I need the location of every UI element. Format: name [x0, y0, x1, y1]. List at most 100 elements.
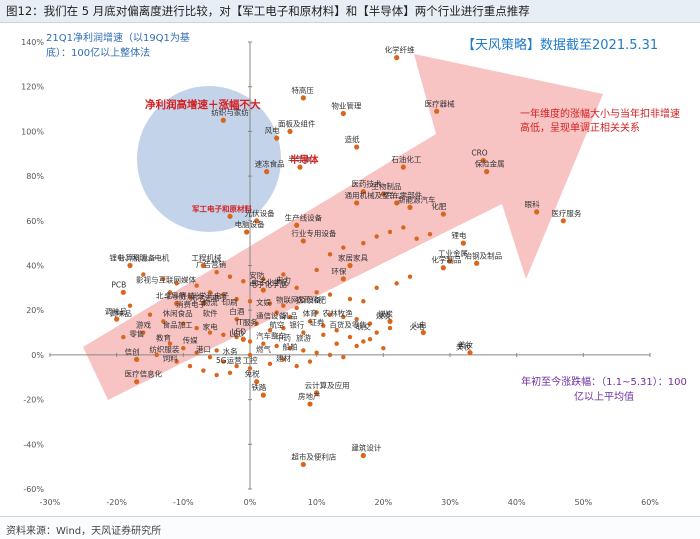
scatter-point	[227, 274, 233, 279]
point-label: 煤炭	[376, 310, 391, 320]
point-label: 电力	[276, 275, 291, 285]
point-label: 工控	[243, 355, 258, 365]
point-label: 证券	[309, 317, 324, 327]
point-label: 白酒	[229, 306, 244, 316]
scatter-point	[254, 379, 260, 385]
scatter-point	[221, 359, 226, 364]
scatter-point	[207, 330, 213, 335]
scatter-point	[374, 285, 379, 291]
point-label: 煤炭	[378, 308, 393, 318]
scatter-point	[281, 272, 286, 277]
scatter-point	[281, 325, 286, 331]
scatter-chart: -30% -20% -10% 0% 10% 20% 30% 40% 50% 60% -60% -40%…	[21, 38, 659, 507]
scatter-point	[387, 325, 393, 331]
scatter-point	[314, 290, 319, 295]
scatter-point	[314, 310, 319, 315]
point-label: 工业金属	[438, 248, 468, 258]
scatter-point	[414, 236, 419, 241]
scatter-point	[264, 169, 270, 175]
focus-bubble	[137, 86, 281, 232]
point-label: 船舶	[283, 342, 298, 352]
point-label: 通信设备	[256, 310, 286, 320]
point-label: 旅游	[296, 333, 311, 343]
scatter-point	[274, 135, 280, 141]
scatter-point	[294, 285, 299, 291]
point-label: 5G运营	[216, 355, 242, 365]
point-label: 造纸	[345, 134, 360, 144]
scatter-point	[261, 341, 266, 346]
x-tick-label: 20%	[374, 498, 392, 507]
point-label: 光学光电子	[191, 290, 229, 300]
scatter-point	[380, 191, 386, 197]
scatter-point	[394, 55, 400, 61]
scatter-point	[161, 319, 166, 324]
scatter-point	[327, 252, 333, 257]
scatter-point	[221, 332, 226, 337]
scatter-point	[120, 289, 126, 295]
scatter-point	[307, 401, 313, 407]
scatter-point	[240, 336, 246, 342]
scatter-point	[201, 368, 206, 373]
background-point-layer	[121, 225, 433, 378]
scatter-point	[361, 299, 366, 304]
scatter-point	[234, 296, 239, 302]
scatter-point	[274, 310, 279, 315]
point-label: 火电	[411, 320, 426, 330]
y-tick-label: 0%	[31, 351, 44, 360]
point-label: 计算机设备	[118, 253, 156, 263]
point-label: 云计算及应用	[305, 380, 350, 390]
point-label: 超市及便利店	[291, 451, 336, 461]
point-label: 医疗器械	[425, 98, 455, 108]
scatter-point	[381, 345, 386, 351]
scatter-point	[301, 348, 306, 353]
scatter-point	[281, 357, 286, 362]
point-label: 化学制品	[431, 255, 461, 265]
point-label: 特高压	[291, 85, 314, 95]
point-label: 汽车整车	[256, 330, 286, 340]
scatter-point	[187, 294, 193, 299]
point-label: 医疗服务	[551, 208, 581, 218]
scatter-point	[141, 272, 146, 277]
scatter-point	[394, 281, 399, 286]
scatter-point	[247, 352, 253, 358]
point-label: 保险金属	[475, 159, 505, 169]
scatter-point	[341, 354, 346, 360]
scatter-point	[341, 314, 346, 320]
scatter-point	[334, 341, 339, 346]
point-label: 冶钢及制品	[465, 250, 503, 260]
y-tick-label: 120%	[21, 83, 44, 92]
point-label: 免税	[245, 369, 260, 379]
point-label: 电子化学品	[249, 279, 286, 289]
point-label: 家电	[203, 322, 218, 332]
point-label: 锂电	[451, 230, 466, 240]
point-label: LED	[229, 329, 244, 338]
point-label: 信创	[125, 346, 140, 356]
x-tick-label: 40%	[508, 498, 526, 507]
point-label: LED	[231, 327, 246, 336]
scatter-point	[267, 301, 273, 306]
point-label: 生产线设备	[285, 212, 323, 222]
scatter-point	[354, 200, 360, 206]
x-tick-label: -30%	[40, 498, 61, 507]
point-label: 印刷	[223, 298, 238, 307]
point-label: 环保	[331, 267, 346, 276]
scatter-point	[440, 211, 446, 217]
scatter-point	[247, 339, 253, 344]
point-label: 物联网及设备	[276, 295, 321, 305]
scatter-point	[301, 330, 306, 335]
scatter-point	[261, 276, 266, 282]
figure-header: 图12：我们在 5 月底对偏离度进行比较，对【军工电子和原材料】和【半导体】两个…	[0, 0, 700, 23]
scatter-point	[347, 262, 353, 269]
x-tick-label: 30%	[441, 498, 459, 507]
point-label: 航空	[269, 319, 284, 329]
point-label: 食品加工	[163, 319, 193, 329]
y-tick-label: -60%	[23, 485, 44, 494]
scatter-point	[267, 328, 273, 333]
scatter-point	[300, 461, 306, 468]
scatter-point	[154, 352, 159, 358]
scatter-point	[314, 390, 320, 396]
scatter-point	[214, 270, 219, 275]
point-label: 眼科	[525, 199, 540, 209]
scatter-point	[194, 350, 199, 355]
scatter-point	[307, 359, 313, 364]
